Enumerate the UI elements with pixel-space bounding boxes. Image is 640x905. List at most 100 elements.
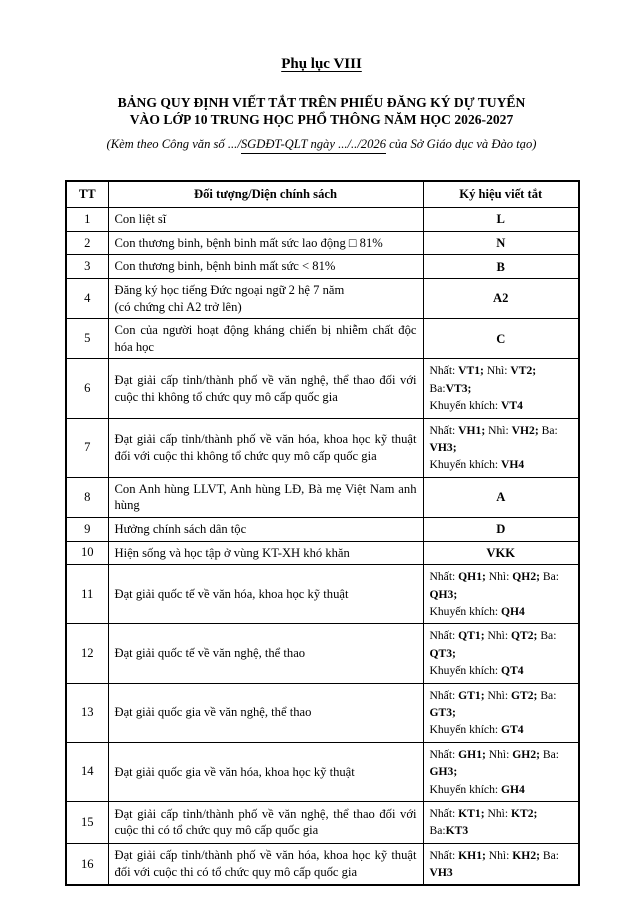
cell-abbreviation: B [422,254,580,279]
document-subtitle: (Kèm theo Công văn số .../SGDĐT-QLT ngày… [65,137,578,155]
cell-tt: 2 [65,230,109,256]
document-title-line2: VÀO LỚP 10 TRUNG HỌC PHỔ THÔNG NĂM HỌC 2… [129,111,514,127]
cell-abbreviation: L [422,207,580,232]
cell-tt: 3 [65,254,109,279]
cell-abbreviation: Nhất: GH1; Nhì: GH2; Ba: GH3; Khuyến khíc… [422,741,580,802]
abbreviation-text-line: Nhất: VH1; Nhì: VH2; Ba: VH3; [429,423,558,454]
table-row: 9 Hưởng chính sách dân tộc D [65,516,580,542]
cell-subject: Đạt giải quốc tế về văn hóa, khoa học kỹ… [107,564,424,625]
cell-subject: Hưởng chính sách dân tộc [107,516,424,542]
header-cell-abbreviation: Ký hiệu viết tắt [422,180,580,209]
abbreviation-text-line: Nhất: QT1; Nhì: QT2; Ba: QT3; [429,629,557,660]
cell-abbreviation: N [422,230,580,256]
header-cell-tt: TT [65,180,109,209]
table-row: 6 Đạt giải cấp tỉnh/thành phố về văn nghệ… [65,358,580,419]
header-cell-subject: Đối tượng/Diện chính sách [107,180,424,209]
table-row: 11 Đạt giải quốc tế về văn hóa, khoa học … [65,564,580,625]
subtitle-underlined-segment: SGDĐT-QLT ngày .../../2026 [240,137,386,155]
table-row: 12 Đạt giải quốc tế về văn nghệ, thể thao… [65,623,580,684]
subject-text-line: Đạt giải cấp tỉnh/thành phố về văn nghệ,… [114,372,417,404]
subject-text-line: (có chứng chỉ A2 trở lên) [114,299,242,314]
appendix-label: Phụ lục VIII [281,56,362,72]
abbreviation-text-line: B [496,259,505,274]
cell-subject: Đạt giải quốc gia về văn hóa, khoa học k… [107,741,424,802]
cell-tt: 6 [65,358,109,419]
abbreviation-text-line: Khuyến khích: GH4 [429,782,525,796]
cell-abbreviation: Nhất: GT1; Nhì: GT2; Ba: GT3; Khuyến khíc… [422,682,580,743]
table-body: 1 Con liệt sĩ L 2 Con thương binh, bệnh binh… [65,207,580,886]
cell-tt: 13 [65,682,109,743]
table-row: 3 Con thương binh, bệnh binh mất sức < 81… [65,254,580,279]
subject-text-line: Con liệt sĩ [114,212,167,227]
subject-text-line: Đăng ký học tiếng Đức ngoại ngữ 2 hệ 7 n… [114,282,345,297]
table-row: 10 Hiện sống và học tập ở vùng KT-XH khó … [65,540,580,566]
abbreviation-text-line: N [496,235,506,250]
document-title-line1: BẢNG QUY ĐỊNH VIẾT TẮT TRÊN PHIẾU ĐĂNG K… [117,95,526,110]
cell-tt: 11 [65,564,109,625]
subject-text-line: Con Anh hùng LLVT, Anh hùng LĐ, Bà mẹ Vi… [114,481,417,513]
cell-tt: 7 [65,417,109,478]
cell-abbreviation: A2 [422,277,580,320]
table-row: 13 Đạt giải quốc gia về văn nghệ, thể tha… [65,682,580,743]
table-row: 7 Đạt giải cấp tỉnh/thành phố về văn hóa,… [65,417,580,478]
cell-tt: 14 [65,741,109,802]
abbreviation-text-line: Khuyến khích: QT4 [429,664,524,678]
abbreviation-text-line: Nhất: QH1; Nhì: QH2; Ba: QH3; [429,570,559,601]
abbreviation-text-line: Nhất: KT1; Nhì: KT2; Ba:KT3 [429,806,538,838]
subject-text-line: Con thương binh, bệnh binh mất sức lao đ… [114,235,383,250]
table-row: 15 Đạt giải cấp tỉnh/thành phố về văn ngh… [65,800,580,844]
cell-abbreviation: Nhất: VT1; Nhì: VT2; Ba:VT3; Khuyến khích… [422,358,580,419]
cell-subject: Đạt giải quốc tế về văn nghệ, thể thao [107,623,424,684]
table-row: 5 Con của người hoạt động kháng chiến bị … [65,318,580,360]
cell-subject: Con thương binh, bệnh binh mất sức < 81% [107,254,424,279]
cell-tt: 16 [65,842,109,886]
cell-abbreviation: A [422,476,580,518]
cell-abbreviation: Nhất: QT1; Nhì: QT2; Ba: QT3; Khuyến khíc… [422,623,580,684]
abbreviation-text-line: Nhất: VT1; Nhì: VT2; Ba:VT3; [429,364,537,395]
cell-tt: 15 [65,800,109,844]
abbreviation-text-line: Khuyến khích: VH4 [429,458,525,472]
abbreviation-text-line: Nhất: GH1; Nhì: GH2; Ba: GH3; [429,747,559,779]
cell-subject: Con thương binh, bệnh binh mất sức lao đ… [107,230,424,256]
cell-subject: Đạt giải cấp tỉnh/thành phố về văn hóa, … [107,417,424,478]
cell-tt: 1 [65,207,109,232]
cell-abbreviation: Nhất: VH1; Nhì: VH2; Ba: VH3; Khuyến khíc… [422,417,580,478]
cell-tt: 8 [65,476,109,518]
subject-text-line: Đạt giải cấp tỉnh/thành phố về văn hóa, … [114,848,417,880]
cell-tt: 5 [65,318,109,360]
cell-subject: Đạt giải cấp tỉnh/thành phố về văn nghệ,… [107,800,424,844]
abbreviation-text-line: A2 [493,291,509,306]
subject-text-line: Hiện sống và học tập ở vùng KT-XH khó kh… [114,545,350,560]
table-row: 8 Con Anh hùng LLVT, Anh hùng LĐ, Bà mẹ V… [65,476,580,518]
cell-tt: 10 [65,540,109,566]
cell-subject: Đạt giải cấp tỉnh/thành phố về văn hóa, … [107,842,424,886]
table-row: 16 Đạt giải cấp tỉnh/thành phố về văn hóa… [65,842,580,886]
table-row: 4 Đăng ký học tiếng Đức ngoại ngữ 2 hệ 7 … [65,277,580,320]
cell-abbreviation: Nhất: QH1; Nhì: QH2; Ba: QH3; Khuyến khíc… [422,564,580,625]
abbreviation-text-line: L [496,212,505,227]
cell-tt: 12 [65,623,109,684]
subtitle-prefix: (Kèm theo Công văn số .../ [106,137,241,152]
cell-tt: 9 [65,516,109,542]
cell-subject: Đạt giải quốc gia về văn nghệ, thể thao [107,682,424,743]
table-row: 1 Con liệt sĩ L [65,207,580,232]
cell-abbreviation: Nhất: KH1; Nhì: KH2; Ba: VH3 [422,842,580,886]
cell-tt: 4 [65,277,109,320]
subject-text-line: Đạt giải cấp tỉnh/thành phố về văn hóa, … [114,432,417,463]
cell-subject: Đạt giải cấp tỉnh/thành phố về văn nghệ,… [107,358,424,419]
table-header-row: TT Đối tượng/Diện chính sách Ký hiệu viế… [65,180,580,209]
subject-text-line: Đạt giải quốc tế về văn hóa, khoa học kỹ… [114,586,349,601]
subject-text-line: Con của người hoạt động kháng chiến bị n… [114,323,417,354]
cell-subject: Đăng ký học tiếng Đức ngoại ngữ 2 hệ 7 n… [107,277,424,320]
abbreviation-text-line: C [496,331,506,346]
abbreviation-text-line: D [496,522,506,537]
abbreviation-text-line: Nhất: KH1; Nhì: KH2; Ba: VH3 [429,848,559,880]
subtitle-suffix: của Sở Giáo dục và Đào tạo) [386,137,537,152]
subject-text-line: Đạt giải quốc gia về văn nghệ, thể thao [114,705,312,720]
cell-subject: Con liệt sĩ [107,207,424,232]
abbreviation-text-line: A [496,490,506,505]
cell-abbreviation: Nhất: KT1; Nhì: KT2; Ba:KT3 [422,800,580,844]
cell-abbreviation: D [422,516,580,542]
abbreviation-text-line: Khuyến khích: GT4 [429,723,524,737]
cell-subject: Con Anh hùng LLVT, Anh hùng LĐ, Bà mẹ Vi… [107,476,424,518]
